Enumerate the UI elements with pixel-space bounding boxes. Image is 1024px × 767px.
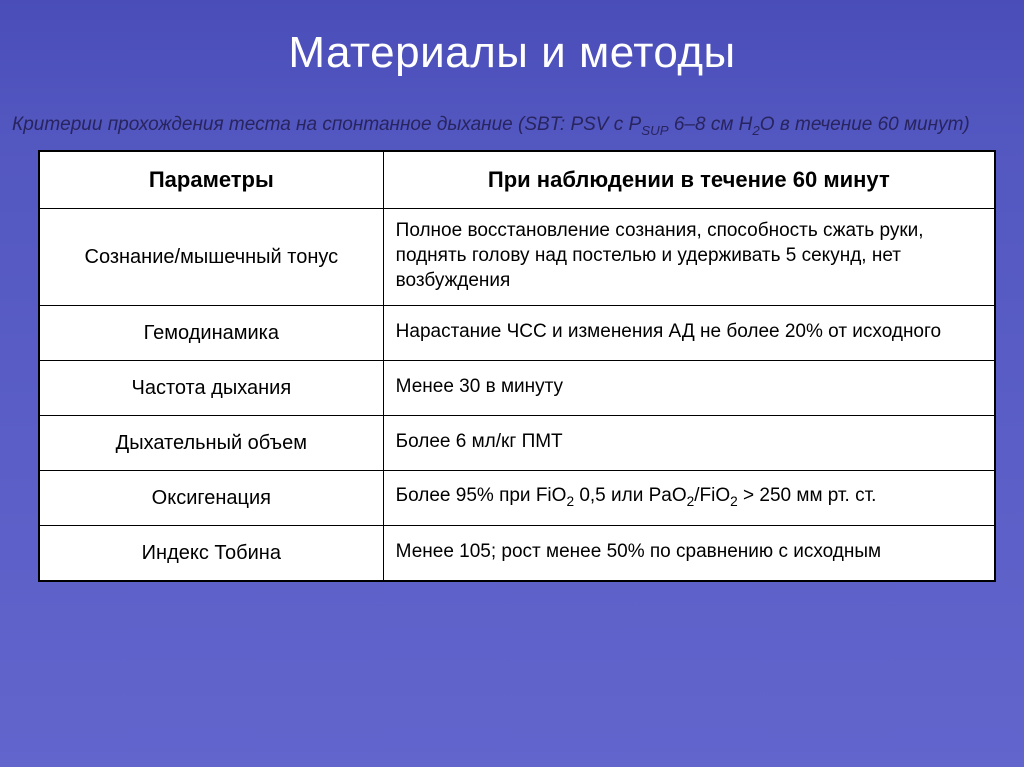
table-header-row: Параметры При наблюдении в течение 60 ми…: [39, 151, 995, 209]
table-body: Сознание/мышечный тонус Полное восстанов…: [39, 209, 995, 582]
table-row: Частота дыхания Менее 30 в минуту: [39, 361, 995, 416]
obs-cell: Менее 105; рост менее 50% по сравнению с…: [383, 526, 995, 582]
param-cell: Дыхательный объем: [39, 416, 383, 471]
param-cell: Сознание/мышечный тонус: [39, 209, 383, 306]
table-row: Дыхательный объем Более 6 мл/кг ПМТ: [39, 416, 995, 471]
table-row: Индекс Тобина Менее 105; рост менее 50% …: [39, 526, 995, 582]
slide-subtitle: Критерии прохождения теста на спонтанное…: [0, 112, 1024, 150]
obs-cell: Полное восстановление сознания, способно…: [383, 209, 995, 306]
table-row: Оксигенация Более 95% при FiO2 0,5 или P…: [39, 471, 995, 526]
obs-cell: Менее 30 в минуту: [383, 361, 995, 416]
table-row: Гемодинамика Нарастание ЧСС и изменения …: [39, 306, 995, 361]
param-cell: Индекс Тобина: [39, 526, 383, 582]
table-row: Сознание/мышечный тонус Полное восстанов…: [39, 209, 995, 306]
slide: Материалы и методы Критерии прохождения …: [0, 0, 1024, 767]
criteria-table: Параметры При наблюдении в течение 60 ми…: [38, 150, 996, 583]
col-header-params: Параметры: [39, 151, 383, 209]
obs-cell: Нарастание ЧСС и изменения АД не более 2…: [383, 306, 995, 361]
slide-title: Материалы и методы: [0, 0, 1024, 112]
criteria-table-wrap: Параметры При наблюдении в течение 60 ми…: [0, 150, 1024, 583]
obs-cell: Более 95% при FiO2 0,5 или PaO2/FiO2 > 2…: [383, 471, 995, 526]
obs-cell: Более 6 мл/кг ПМТ: [383, 416, 995, 471]
col-header-observation: При наблюдении в течение 60 минут: [383, 151, 995, 209]
param-cell: Частота дыхания: [39, 361, 383, 416]
param-cell: Гемодинамика: [39, 306, 383, 361]
param-cell: Оксигенация: [39, 471, 383, 526]
